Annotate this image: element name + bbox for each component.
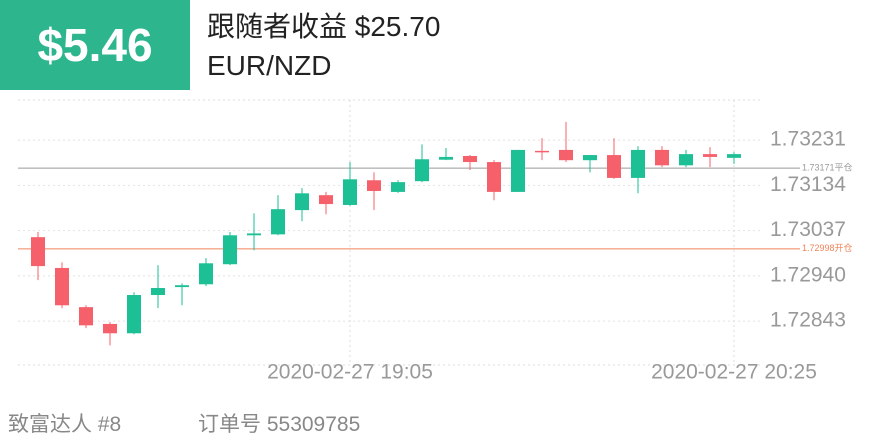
candle-body (727, 154, 741, 158)
candle-body (631, 149, 645, 178)
candle-body (703, 154, 717, 157)
candle-body (103, 323, 117, 334)
candle-body (607, 155, 621, 178)
candle-body (535, 150, 549, 153)
candle-body (223, 235, 237, 265)
candle-body (415, 159, 429, 182)
reference-label: 1.72998开仓 (802, 242, 853, 253)
candle-body (319, 195, 333, 205)
profit-badge: $5.46 (0, 0, 190, 90)
y-tick-label: 1.72843 (770, 309, 846, 332)
candle-body (679, 154, 693, 166)
symbol: EUR/NZD (207, 50, 332, 81)
candle-body (343, 179, 357, 205)
x-tick-label: 2020-02-27 19:05 (267, 361, 433, 384)
candle-body (199, 263, 213, 285)
candle-body (79, 307, 93, 326)
candle-body (151, 288, 165, 296)
x-tick-label: 2020-02-27 20:25 (651, 361, 817, 384)
follower-profit: 跟随者收益 $25.70 (207, 11, 441, 42)
y-tick-label: 1.73231 (770, 128, 846, 151)
candle-body (295, 193, 309, 211)
candle-body (367, 180, 381, 191)
candle-body (127, 295, 141, 334)
y-tick-label: 1.72940 (770, 263, 846, 286)
y-tick-label: 1.73134 (770, 173, 846, 196)
candle-body (55, 267, 69, 306)
candle-body (463, 155, 477, 163)
candle-body (175, 285, 189, 288)
candle-body (511, 149, 525, 192)
y-tick-label: 1.73037 (770, 218, 846, 241)
candle-body (583, 155, 597, 161)
candle-body (487, 162, 501, 192)
trader: 致富达人 #8 (8, 413, 122, 436)
candle-body (247, 233, 261, 236)
candle-body (31, 237, 45, 267)
chart: 1.72843 1.72940 1.73037 1.73134 1.73231 1.731… (18, 99, 853, 384)
candle-body (655, 149, 669, 166)
candle-body (391, 182, 405, 192)
candle-body (439, 156, 453, 160)
candle-body (271, 209, 285, 235)
reference-label: 1.73171平仓 (802, 161, 853, 172)
candle-body (559, 149, 573, 161)
order-number: 订单号 55309785 (198, 413, 361, 436)
